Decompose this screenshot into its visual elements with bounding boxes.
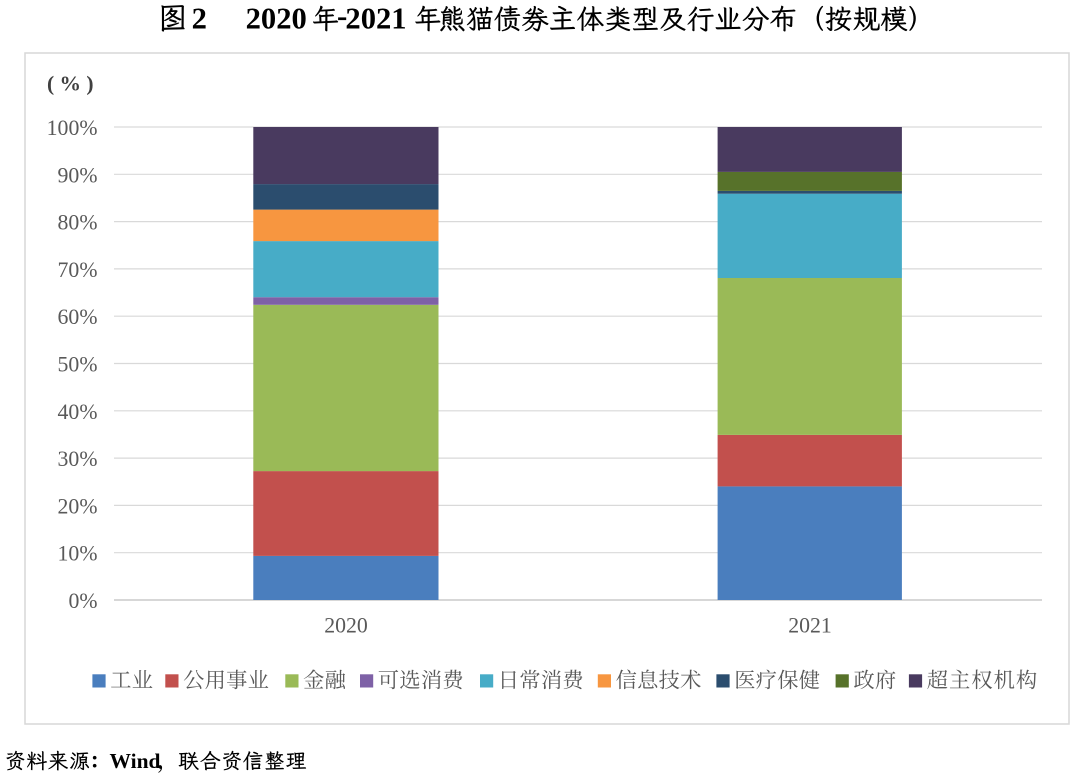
svg-text:100%: 100% (47, 116, 98, 140)
svg-text:2: 2 (192, 2, 207, 36)
svg-text:90%: 90% (58, 163, 98, 187)
svg-text:2020: 2020 (246, 2, 307, 36)
svg-text:30%: 30% (58, 447, 98, 471)
svg-text:60%: 60% (58, 305, 98, 329)
svg-text:( % ): ( % ) (47, 72, 94, 96)
svg-text:2020: 2020 (324, 613, 368, 637)
svg-text:80%: 80% (58, 211, 98, 235)
svg-text:10%: 10% (58, 542, 98, 566)
svg-text:2021: 2021 (788, 613, 832, 637)
svg-text:20%: 20% (58, 494, 98, 518)
svg-text:40%: 40% (58, 400, 98, 424)
svg-text:Wind: Wind (110, 749, 161, 773)
svg-text:0%: 0% (68, 589, 97, 613)
svg-text:50%: 50% (58, 353, 98, 377)
svg-text:2021: 2021 (345, 2, 406, 36)
svg-text:70%: 70% (58, 258, 98, 282)
